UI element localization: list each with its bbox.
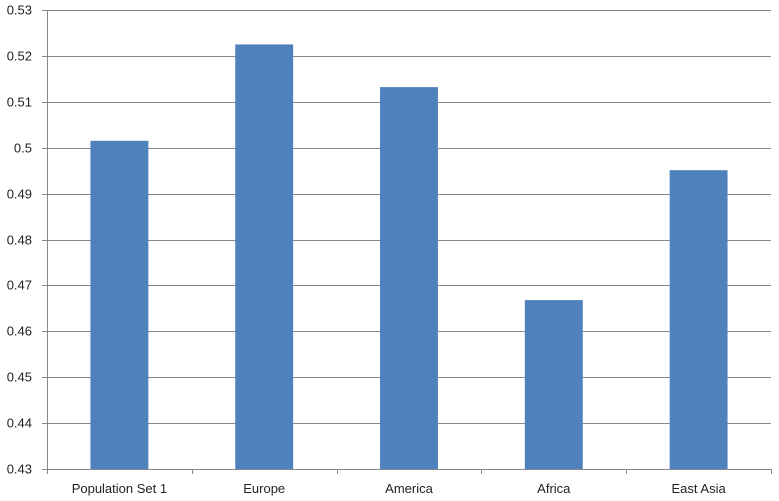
x-tick-labels: Population Set 1 Europe America Africa East … bbox=[72, 481, 727, 496]
y-tick-label: 0.48 bbox=[7, 233, 32, 248]
bar bbox=[235, 44, 294, 470]
axes bbox=[42, 10, 772, 474]
y-tick-label: 0.44 bbox=[7, 416, 32, 431]
x-tick-label: America bbox=[385, 481, 433, 496]
y-tick-label: 0.52 bbox=[7, 49, 32, 64]
y-tick-label: 0.46 bbox=[7, 324, 32, 339]
y-tick-label: 0.43 bbox=[7, 462, 32, 477]
x-tick-label: East Asia bbox=[671, 481, 726, 496]
bar bbox=[669, 170, 728, 470]
x-tick-label: Europe bbox=[243, 481, 285, 496]
bar bbox=[524, 300, 583, 469]
y-tick-label: 0.45 bbox=[7, 370, 32, 385]
y-tick-label: 0.47 bbox=[7, 278, 32, 293]
bars bbox=[90, 44, 728, 470]
y-tick-label: 0.5 bbox=[14, 141, 32, 156]
y-tick-label: 0.49 bbox=[7, 187, 32, 202]
y-tick-labels: 0.43 0.44 0.45 0.46 0.47 0.48 0.49 0.5 0.51 0.52 0… bbox=[7, 3, 32, 477]
bar bbox=[380, 87, 438, 469]
bar bbox=[90, 140, 149, 469]
x-tick-label: Africa bbox=[537, 481, 571, 496]
x-tick-label: Population Set 1 bbox=[72, 481, 167, 496]
y-tick-label: 0.51 bbox=[7, 95, 32, 110]
y-tick-label: 0.53 bbox=[7, 3, 32, 18]
